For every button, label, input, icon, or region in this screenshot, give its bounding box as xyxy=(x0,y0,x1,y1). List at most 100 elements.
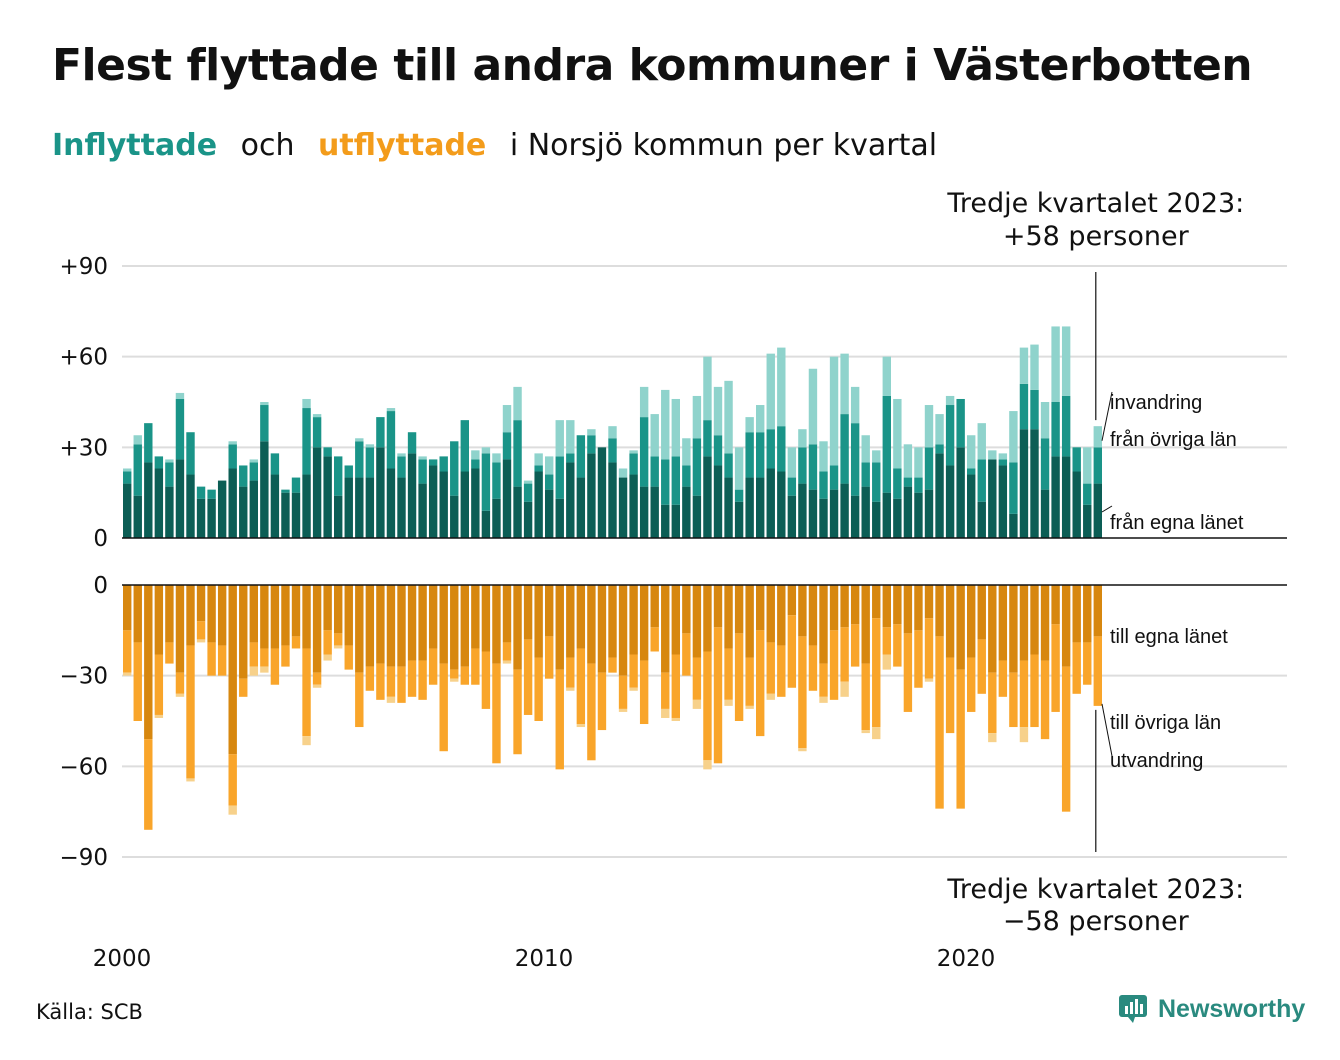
bar-in-2 xyxy=(587,429,596,436)
bar-out-1 xyxy=(1061,666,1071,812)
bar-in-0 xyxy=(523,501,533,538)
bar-in-0 xyxy=(713,465,723,538)
bar-out-0 xyxy=(734,585,744,634)
bar-out-0 xyxy=(1093,585,1102,637)
bar-out-2 xyxy=(154,714,164,718)
bar-out-1 xyxy=(840,627,849,682)
bar-in-0 xyxy=(608,462,617,538)
bar-in-0 xyxy=(312,447,322,538)
bar-in-2 xyxy=(1040,402,1050,439)
bar-in-1 xyxy=(829,465,839,490)
bar-in-2 xyxy=(418,456,427,460)
bar-in-0 xyxy=(534,471,543,538)
bar-out-1 xyxy=(724,648,733,700)
bar-out-2 xyxy=(566,687,575,691)
bar-in-1 xyxy=(481,453,491,511)
bar-out-0 xyxy=(629,585,638,655)
bar-in-1 xyxy=(534,465,543,472)
bar-out-1 xyxy=(270,648,280,685)
bar-in-1 xyxy=(302,408,311,475)
bar-in-1 xyxy=(576,435,586,478)
bar-in-2 xyxy=(661,389,670,460)
y-tick-label-top: +30 xyxy=(59,435,108,461)
bar-in-1 xyxy=(1061,395,1071,457)
bar-out-0 xyxy=(260,585,269,649)
bar-out-1 xyxy=(312,672,322,685)
bar-in-2 xyxy=(924,405,934,448)
bar-in-2 xyxy=(756,405,765,433)
bar-out-0 xyxy=(829,585,839,631)
bar-out-0 xyxy=(133,585,142,643)
bar-in-0 xyxy=(935,453,944,538)
bar-out-1 xyxy=(513,669,522,755)
bar-in-1 xyxy=(386,411,396,469)
bar-in-1 xyxy=(450,441,459,496)
bar-out-2 xyxy=(386,696,396,703)
bar-in-2 xyxy=(629,450,638,454)
bar-in-0 xyxy=(1051,456,1060,538)
legend-tick-egna xyxy=(1101,505,1113,513)
bar-out-1 xyxy=(861,663,870,731)
bar-in-0 xyxy=(988,459,997,538)
bar-out-0 xyxy=(418,585,427,661)
bar-in-2 xyxy=(355,438,364,442)
bar-out-1 xyxy=(1083,642,1092,685)
bar-out-1 xyxy=(977,639,986,694)
bar-in-1 xyxy=(175,398,185,460)
bar-in-1 xyxy=(492,462,501,499)
bar-out-2 xyxy=(302,736,311,746)
bar-in-0 xyxy=(945,465,955,538)
bar-in-1 xyxy=(270,453,280,475)
bar-in-1 xyxy=(566,453,575,463)
bar-out-1 xyxy=(302,648,311,737)
bar-out-2 xyxy=(661,708,670,718)
bar-out-1 xyxy=(1051,624,1060,712)
bar-out-1 xyxy=(639,660,649,725)
bar-out-1 xyxy=(998,660,1008,697)
bar-out-1 xyxy=(576,648,586,725)
bar-in-2 xyxy=(175,392,185,399)
bar-in-0 xyxy=(924,489,934,538)
bar-out-0 xyxy=(872,585,881,619)
bar-out-0 xyxy=(1009,585,1018,673)
bar-out-0 xyxy=(1040,585,1050,661)
bar-out-1 xyxy=(165,642,174,664)
bar-in-0 xyxy=(967,474,976,538)
bar-out-0 xyxy=(566,585,575,658)
bar-in-1 xyxy=(133,444,142,496)
bar-in-1 xyxy=(407,432,417,454)
bar-in-0 xyxy=(629,474,638,538)
bar-out-1 xyxy=(956,669,965,809)
bar-out-1 xyxy=(808,645,818,691)
bar-out-1 xyxy=(481,651,491,709)
bar-in-0 xyxy=(471,468,480,538)
bar-out-0 xyxy=(281,585,290,646)
bar-in-2 xyxy=(555,420,564,457)
bar-in-2 xyxy=(534,453,543,466)
bar-out-1 xyxy=(945,657,955,734)
bar-in-0 xyxy=(903,486,913,538)
bar-out-1 xyxy=(692,657,702,700)
bar-out-1 xyxy=(893,624,902,667)
bar-in-0 xyxy=(671,504,680,538)
bar-out-1 xyxy=(555,669,564,770)
bar-in-0 xyxy=(756,477,765,538)
bar-in-0 xyxy=(977,501,986,538)
logo-text: Newsworthy xyxy=(1158,994,1306,1023)
bar-out-1 xyxy=(618,675,628,709)
bar-out-1 xyxy=(260,648,269,667)
bar-in-1 xyxy=(639,417,649,487)
bar-out-1 xyxy=(492,663,501,764)
bar-out-1 xyxy=(365,666,375,691)
bar-out-0 xyxy=(893,585,902,625)
bar-in-2 xyxy=(1019,347,1029,384)
bar-in-2 xyxy=(861,435,870,463)
bar-in-0 xyxy=(249,480,258,538)
annotation-top-line2: +58 personer xyxy=(1003,221,1190,252)
bar-out-0 xyxy=(239,585,248,679)
legend-label-bottom: utvandring xyxy=(1110,750,1203,772)
bar-out-1 xyxy=(123,630,132,673)
bar-out-2 xyxy=(745,705,754,709)
bar-out-0 xyxy=(861,585,870,664)
bar-in-0 xyxy=(587,453,596,538)
